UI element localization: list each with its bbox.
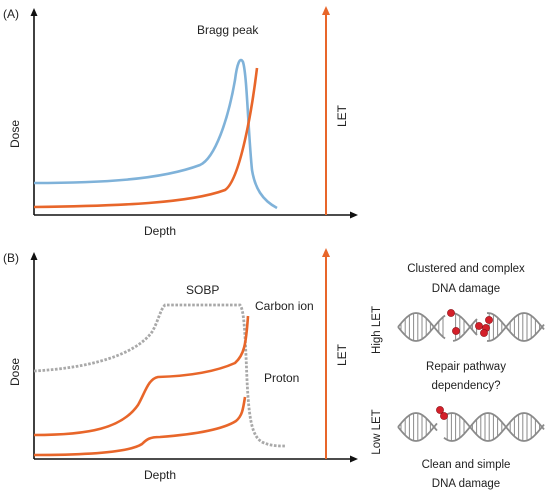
panel-b-dose-label: Dose — [8, 358, 22, 386]
panel-b-axes — [30, 252, 358, 463]
panel-b-label: (B) — [3, 251, 19, 265]
proton-let-curve — [33, 396, 247, 457]
low-let-label: Low LET — [371, 409, 383, 454]
low-let-title-line2: DNA damage — [432, 478, 500, 490]
sobp-label: SOBP — [186, 283, 219, 297]
low-let-strand-2 — [397, 412, 545, 442]
panel-b-let-axis — [322, 248, 330, 459]
high-let-strand-1 — [397, 312, 545, 342]
high-let-damage-site — [475, 322, 483, 330]
proton-label: Proton — [264, 371, 299, 385]
low-let-damage-site — [440, 412, 448, 420]
carbon-ion-label: Carbon ion — [255, 299, 314, 313]
high-let-strand-2 — [397, 312, 545, 342]
sobp-dose-curve — [33, 303, 286, 448]
carbon-ion-let-curve — [33, 315, 250, 437]
high-let-damage-site — [485, 316, 493, 324]
high-let-damage-site — [452, 327, 460, 335]
repair-question-line2: dependency? — [431, 380, 500, 392]
high-let-title-line1: Clustered and complex — [407, 263, 525, 275]
panel-a-depth-label: Depth — [144, 224, 176, 238]
dna-helix-low-let — [397, 406, 545, 442]
bragg-peak-label: Bragg peak — [197, 23, 259, 37]
bragg-dose-curve — [33, 58, 278, 210]
panel-b-depth-label: Depth — [144, 468, 176, 482]
panel-b-let-label: LET — [335, 343, 349, 366]
panel-a-label: (A) — [3, 7, 19, 21]
panel-a-dose-label: Dose — [8, 120, 22, 148]
high-let-label: High LET — [371, 306, 383, 354]
repair-question-line1: Repair pathway — [426, 361, 506, 373]
panel-a-let-axis — [322, 6, 330, 215]
high-let-damage-site — [480, 329, 488, 337]
high-let-title-line2: DNA damage — [432, 283, 500, 295]
panel-a-let-label: LET — [335, 104, 349, 127]
high-let-damage-site — [447, 309, 455, 317]
low-let-title-line1: Clean and simple — [422, 459, 511, 471]
low-let-damage-site — [436, 406, 444, 414]
panel-a-axes — [30, 8, 358, 219]
dna-helix-high-let — [397, 309, 545, 342]
let-curve-a — [33, 67, 259, 209]
